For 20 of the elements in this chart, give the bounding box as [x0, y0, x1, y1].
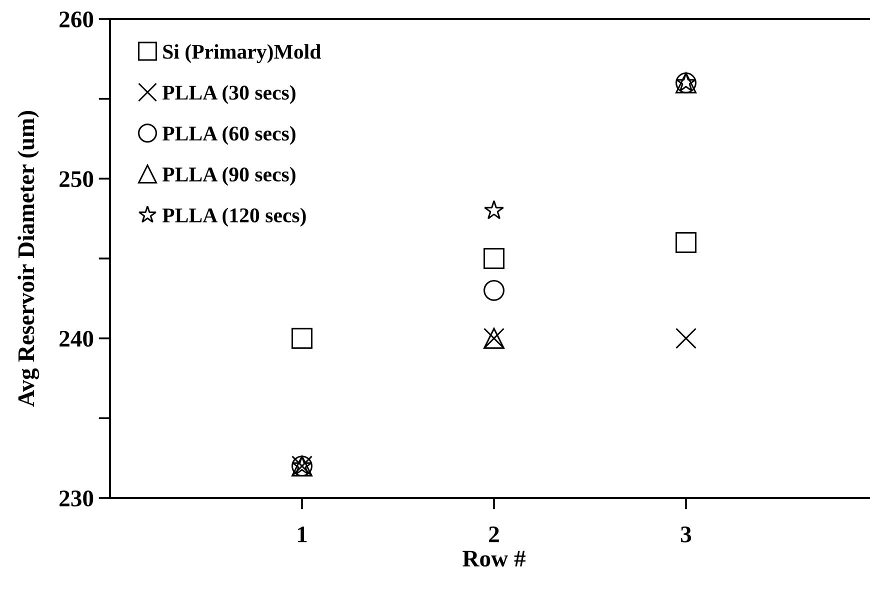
- y-axis-title: Avg Reservoir Diameter (um): [18, 111, 40, 407]
- point: [676, 232, 696, 254]
- point: [484, 200, 504, 220]
- x-tick-label: 1: [298, 526, 307, 542]
- legend-label: Si (Primary)Mold: [163, 44, 321, 64]
- y-tick-label: 250: [60, 171, 94, 188]
- point: [484, 280, 504, 301]
- y-tick-label: 260: [60, 11, 94, 28]
- y-tick-label: 230: [60, 490, 94, 506]
- legend-label: PLLA (30 secs): [162, 85, 296, 104]
- point: [676, 328, 696, 349]
- y-tick-label: 240: [60, 330, 94, 347]
- legend-label: PLLA (60 secs): [162, 126, 296, 145]
- x-tick-label: 3: [680, 526, 692, 542]
- legend-label: PLLA (90 secs): [162, 166, 296, 186]
- legend-label: PLLA (120 secs): [162, 208, 306, 227]
- point: [484, 248, 504, 269]
- x-tick-label: 2: [489, 526, 499, 542]
- point: [292, 328, 312, 349]
- x-axis-title: Row #: [462, 550, 526, 567]
